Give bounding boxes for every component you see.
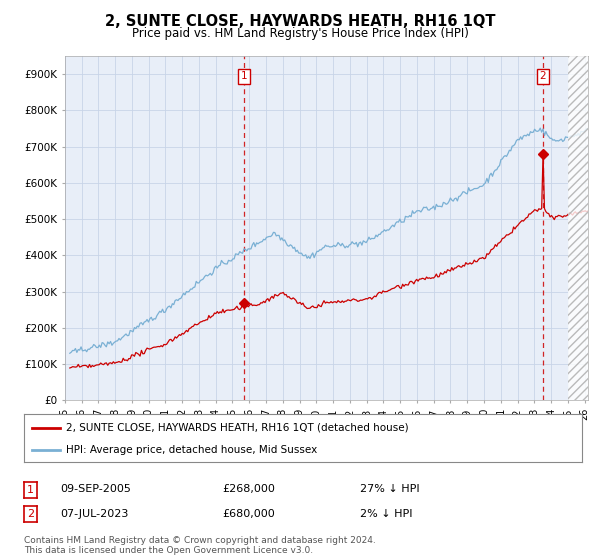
Text: 2: 2 [540, 72, 547, 82]
Text: HPI: Average price, detached house, Mid Sussex: HPI: Average price, detached house, Mid … [66, 445, 317, 455]
Text: 1: 1 [241, 72, 248, 82]
Text: £268,000: £268,000 [222, 484, 275, 494]
Text: 1: 1 [27, 485, 34, 495]
Bar [568, 56, 600, 400]
Text: 07-JUL-2023: 07-JUL-2023 [60, 508, 128, 519]
Text: 27% ↓ HPI: 27% ↓ HPI [360, 484, 419, 494]
Text: 2: 2 [27, 509, 34, 519]
Text: £680,000: £680,000 [222, 508, 275, 519]
Text: Contains HM Land Registry data © Crown copyright and database right 2024.
This d: Contains HM Land Registry data © Crown c… [24, 536, 376, 556]
Text: 2, SUNTE CLOSE, HAYWARDS HEATH, RH16 1QT (detached house): 2, SUNTE CLOSE, HAYWARDS HEATH, RH16 1QT… [66, 423, 409, 433]
Text: 2% ↓ HPI: 2% ↓ HPI [360, 508, 413, 519]
Bar [568, 22, 600, 400]
Text: 09-SEP-2005: 09-SEP-2005 [60, 484, 131, 494]
Text: Price paid vs. HM Land Registry's House Price Index (HPI): Price paid vs. HM Land Registry's House … [131, 27, 469, 40]
Text: 2, SUNTE CLOSE, HAYWARDS HEATH, RH16 1QT: 2, SUNTE CLOSE, HAYWARDS HEATH, RH16 1QT [105, 14, 495, 29]
